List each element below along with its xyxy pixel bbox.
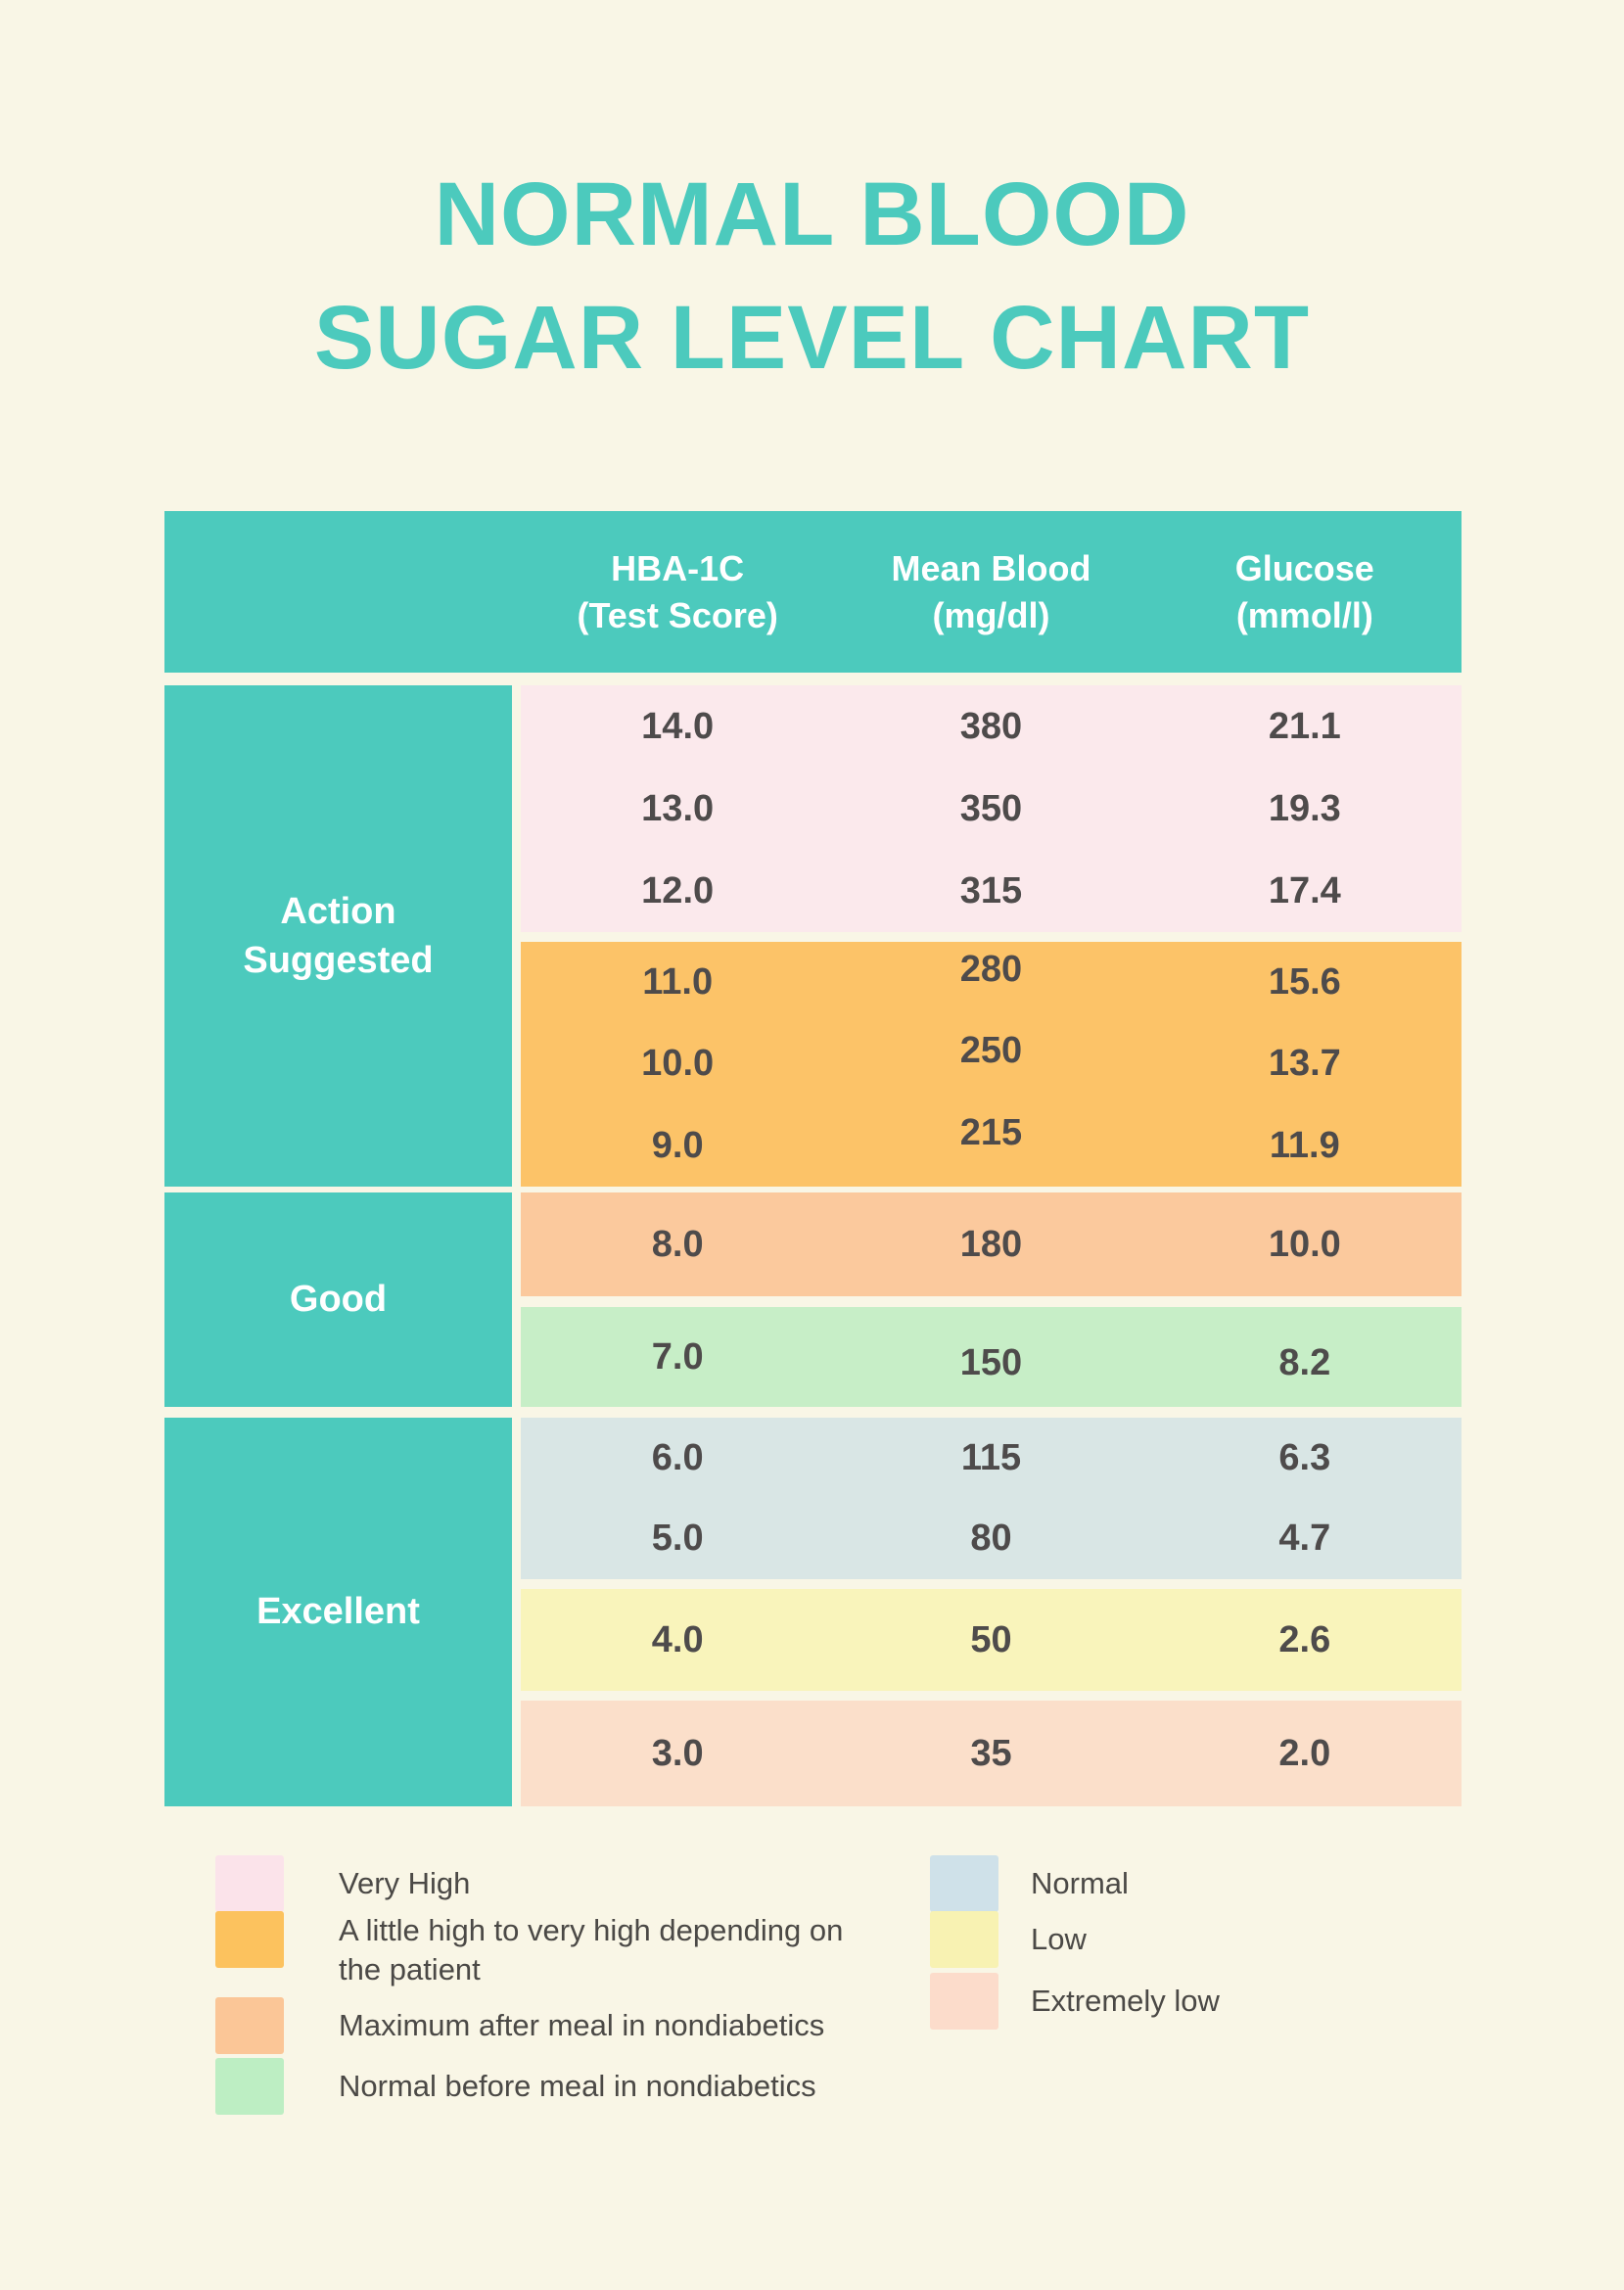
column-header-mean-blood-line2: (mg/dl) [932,594,1050,635]
legend-swatch-normal-before-meal [215,2058,284,2115]
cell-mean-blood: 150 [959,1341,1023,1383]
cell-hba1c: 13.0 [641,787,715,829]
cell-hba1c: 8.0 [651,1223,704,1265]
cell-mean-blood: 280 [959,949,1023,991]
cell-hba1c: 9.0 [651,1124,704,1166]
cell-hba1c: 11.0 [642,961,714,1004]
page-title-line2: SUGAR LEVEL CHART [313,288,1311,389]
cell-hba1c: 4.0 [651,1618,704,1660]
cell-hba1c: 3.0 [651,1732,704,1774]
section-label-excellent: Excellent [164,1418,512,1806]
band-low: 4.0 50 2.6 [521,1589,1462,1691]
legend-item-low: Low [930,1911,1087,1968]
cell-glucose: 11.9 [1269,1124,1340,1166]
cell-hba1c: 14.0 [641,705,715,747]
table-row: 5.0 80 4.7 [521,1518,1462,1560]
table-row: 4.0 50 2.6 [521,1619,1462,1661]
section-label-good: Good [164,1192,512,1407]
cell-glucose: 4.7 [1278,1518,1331,1560]
page-title: NORMAL BLOOD SUGAR LEVEL CHART [0,153,1624,399]
cell-hba1c: 7.0 [651,1335,704,1378]
table-row: 7.0 150 8.2 [521,1335,1462,1383]
cell-mean-blood: 350 [959,787,1023,829]
legend-item-very-high: Very High [215,1855,470,1912]
table-row: 13.0 350 19.3 [521,788,1462,830]
header-spacer [164,511,521,673]
band-normal: 6.0 115 6.3 5.0 80 4.7 [521,1418,1462,1579]
legend-label: Extremely low [1031,1983,1220,2018]
table-row: 14.0 380 21.1 [521,706,1462,748]
cell-mean-blood: 50 [970,1618,1012,1660]
cell-mean-blood: 115 [960,1436,1022,1478]
cell-glucose: 10.0 [1268,1223,1341,1265]
cell-glucose: 17.4 [1268,869,1341,911]
column-header-mean-blood-line1: Mean Blood [891,547,1091,588]
cell-hba1c: 10.0 [641,1043,715,1085]
section-label-action-suggested: Action Suggested [164,685,512,1187]
table-row: 11.0 280 15.6 [521,949,1462,1004]
cell-glucose: 19.3 [1268,787,1341,829]
legend-label: Low [1031,1921,1087,1956]
cell-mean-blood: 215 [959,1111,1023,1153]
legend-label: Very High [339,1865,471,1900]
band-little-high: 11.0 280 15.6 10.0 250 13.7 9.0 215 11.9 [521,942,1462,1187]
cell-glucose: 21.1 [1268,705,1341,747]
cell-mean-blood: 80 [970,1518,1012,1560]
band-extremely-low: 3.0 35 2.0 [521,1701,1462,1806]
legend-swatch-little-high [215,1911,284,1968]
cell-mean-blood: 250 [959,1030,1023,1072]
table-row: 12.0 315 17.4 [521,870,1462,912]
cell-mean-blood: 380 [959,705,1023,747]
legend-item-normal-before-meal: Normal before meal in nondiabetics [215,2058,816,2115]
legend-item-extremely-low: Extremely low [930,1973,1220,2030]
table-row: 6.0 115 6.3 [521,1437,1462,1479]
column-header-hba1c-line1: HBA-1C [611,547,745,588]
band-very-high: 14.0 380 21.1 13.0 350 19.3 12.0 315 17.… [521,685,1462,932]
band-max-after-meal: 8.0 180 10.0 [521,1192,1462,1296]
page-title-line1: NORMAL BLOOD [434,164,1190,264]
section-label-text: Action Suggested [243,890,434,981]
legend-item-little-high: A little high to very high depending on … [215,1911,887,1990]
legend-swatch-normal [930,1855,998,1912]
table-row: 10.0 250 13.7 [521,1030,1462,1085]
legend-item-max-after-meal: Maximum after meal in nondiabetics [215,1997,824,2054]
cell-glucose: 2.6 [1278,1618,1331,1660]
cell-glucose: 15.6 [1268,961,1341,1004]
legend-label: Maximum after meal in nondiabetics [339,2007,825,2042]
legend-swatch-low [930,1911,998,1968]
cell-glucose: 13.7 [1268,1043,1341,1085]
column-header-glucose-line1: Glucose [1234,547,1374,588]
legend-swatch-max-after-meal [215,1997,284,2054]
cell-mean-blood: 35 [970,1732,1012,1774]
table-header-row: HBA-1C (Test Score) Mean Blood (mg/dl) G… [164,511,1462,673]
legend-swatch-very-high [215,1855,284,1912]
column-header-glucose-line2: (mmol/l) [1235,594,1373,635]
legend-label: Normal [1031,1865,1129,1900]
column-header-hba1c-line2: (Test Score) [577,594,778,635]
legend-label: Normal before meal in nondiabetics [339,2068,816,2103]
legend-swatch-extremely-low [930,1973,998,2030]
cell-mean-blood: 180 [959,1223,1023,1265]
column-header-glucose: Glucose (mmol/l) [1148,511,1462,673]
cell-glucose: 6.3 [1278,1436,1331,1478]
legend-item-normal: Normal [930,1855,1129,1912]
cell-hba1c: 5.0 [651,1518,704,1560]
cell-mean-blood: 315 [959,869,1023,911]
table-row: 8.0 180 10.0 [521,1224,1462,1266]
legend-label: A little high to very high depending on … [339,1913,844,1987]
table-row: 3.0 35 2.0 [521,1733,1462,1775]
table-row: 9.0 215 11.9 [521,1112,1462,1167]
band-normal-before-meal: 7.0 150 8.2 [521,1307,1462,1407]
column-header-hba1c: HBA-1C (Test Score) [521,511,834,673]
section-label-text: Excellent [256,1591,420,1633]
cell-hba1c: 12.0 [641,869,715,911]
cell-glucose: 2.0 [1278,1732,1331,1774]
column-header-mean-blood: Mean Blood (mg/dl) [834,511,1147,673]
cell-hba1c: 6.0 [651,1436,704,1478]
cell-glucose: 8.2 [1278,1341,1331,1383]
blood-sugar-table: HBA-1C (Test Score) Mean Blood (mg/dl) G… [164,511,1462,1806]
section-label-text: Good [289,1279,388,1321]
